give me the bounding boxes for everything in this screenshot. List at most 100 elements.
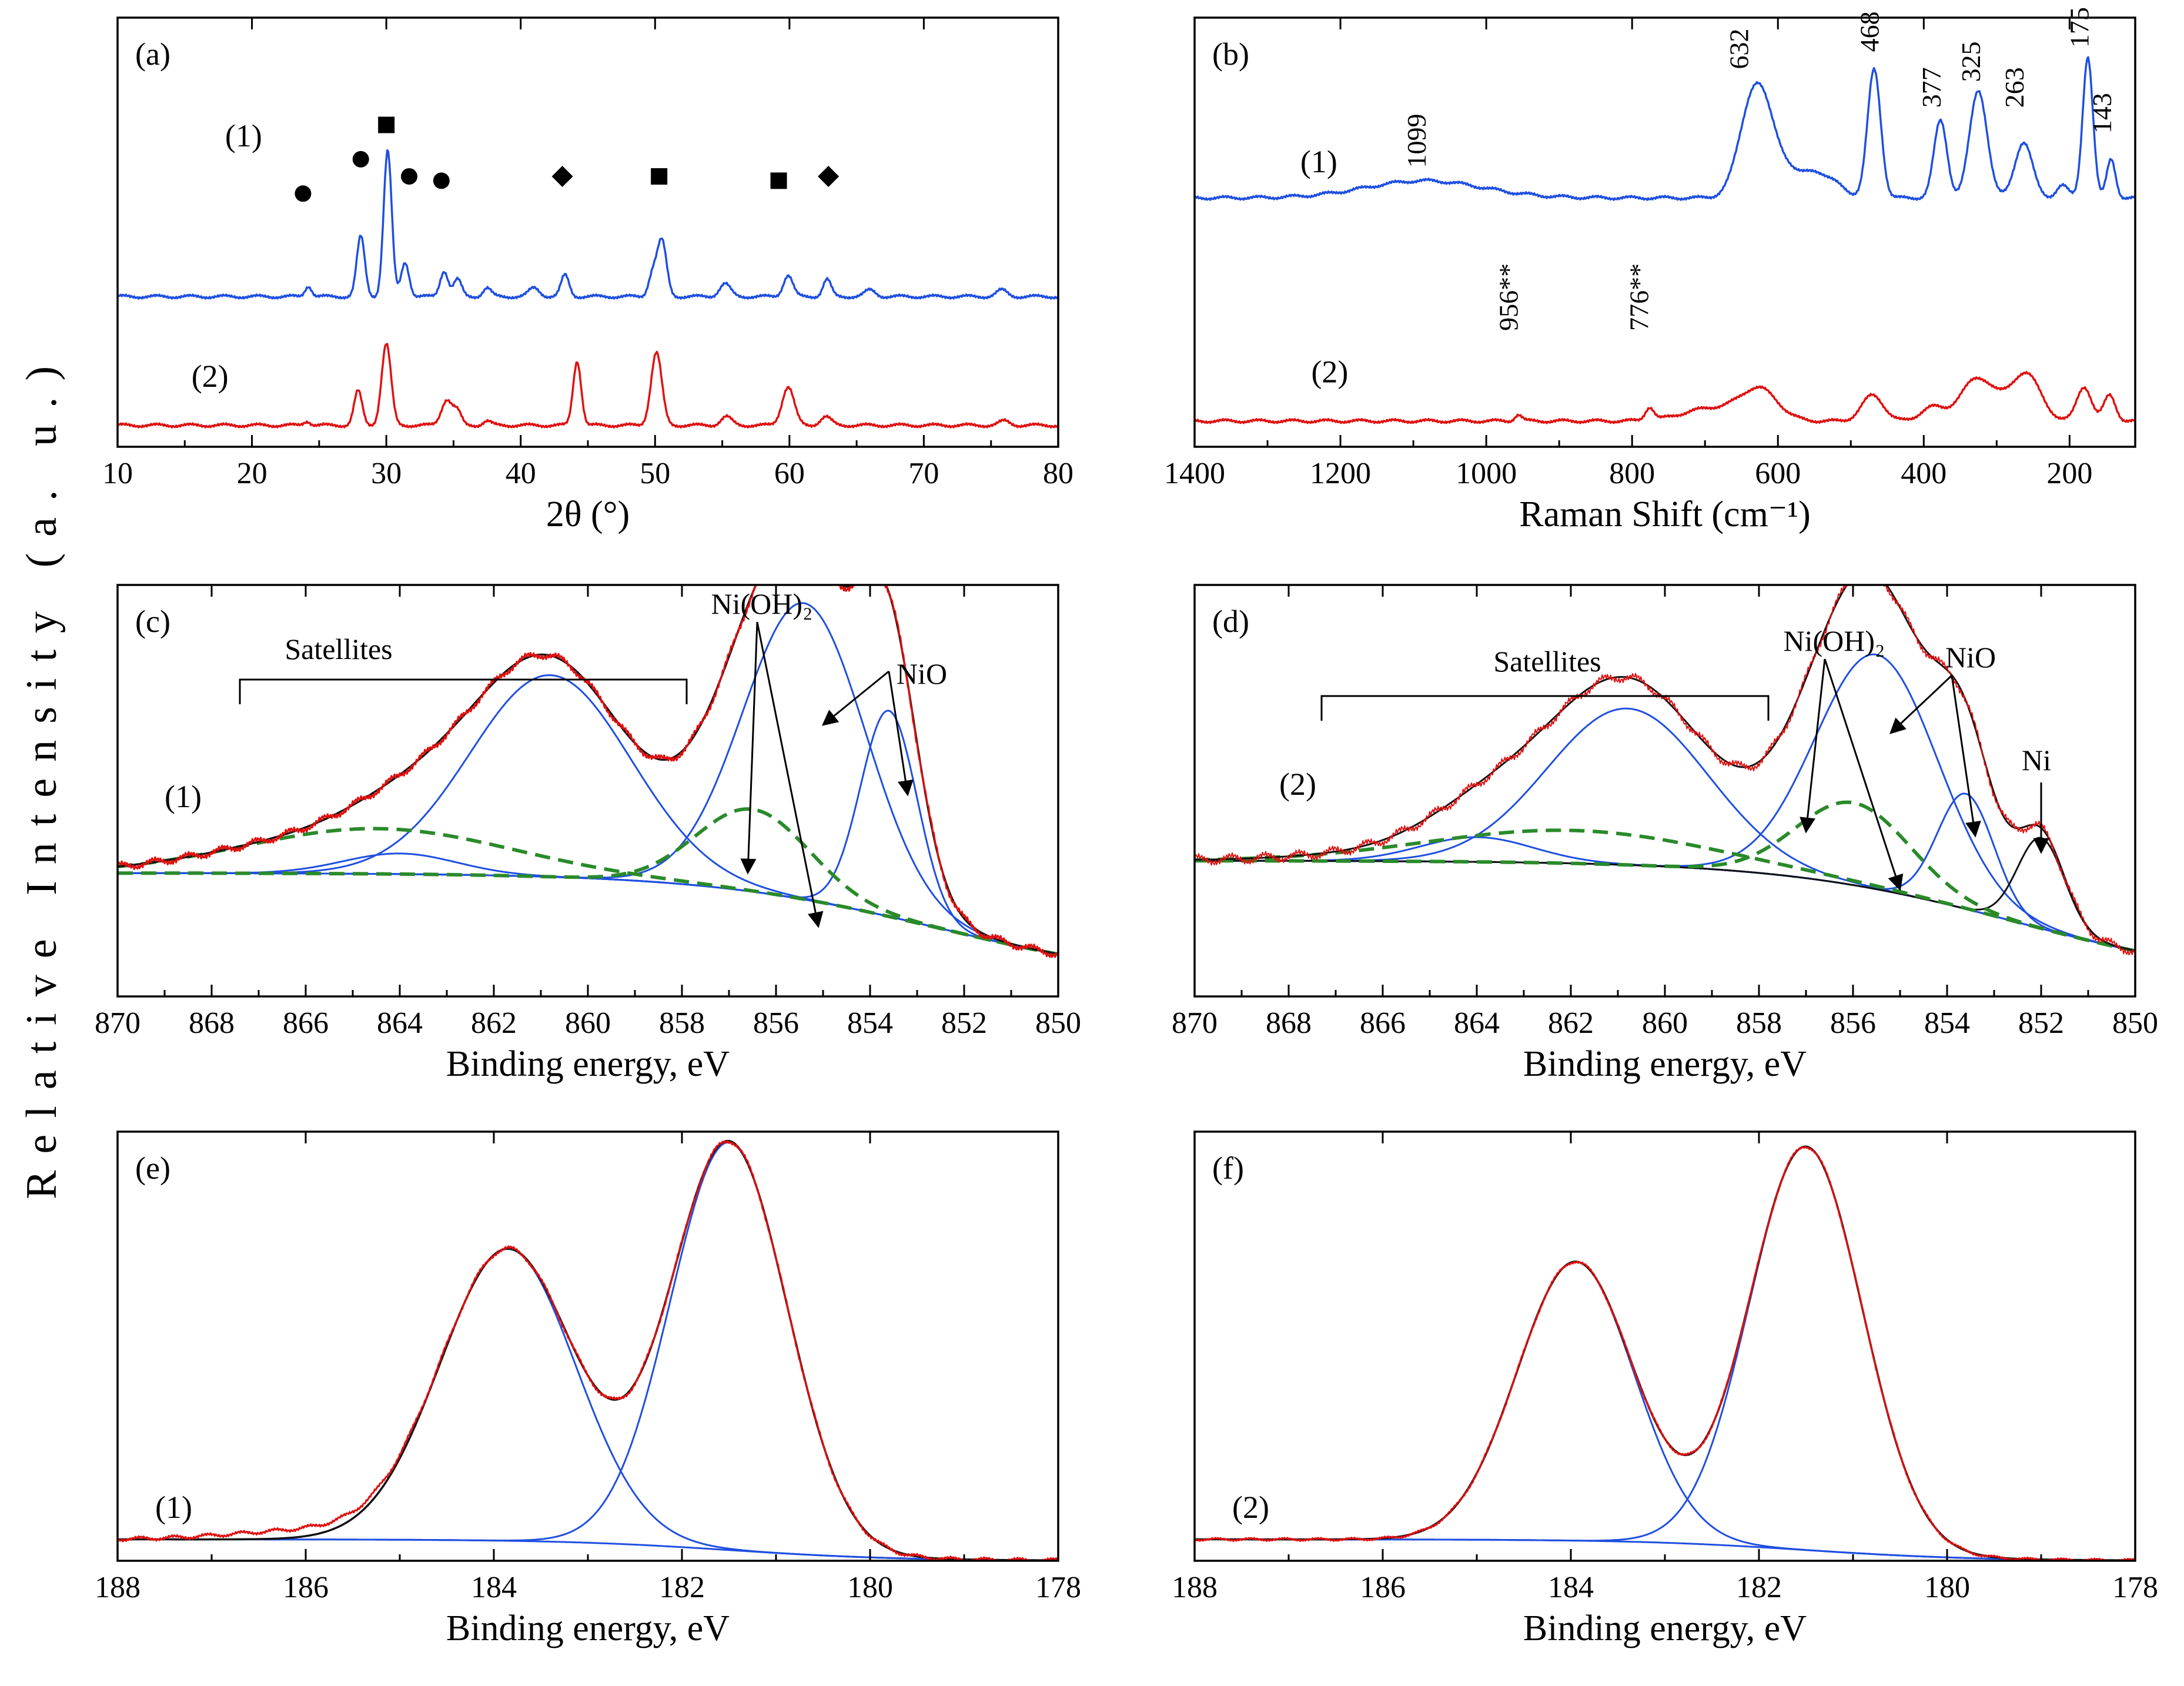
annotation-b-1: 632 (1724, 29, 1754, 69)
x-tick-label-d-2: 866 (1360, 1006, 1406, 1040)
series-label-a-0: (1) (225, 118, 262, 153)
series-line-e-1 (118, 1140, 1058, 1561)
annotation-arrow-c-0 (740, 621, 758, 875)
x-tick-label-e-0: 188 (95, 1571, 141, 1604)
panel-label-b: (b) (1212, 36, 1249, 72)
series-line-f-peak184 (1195, 1260, 2135, 1561)
series-line-c-sat2 (118, 674, 1058, 955)
series-label-e-4: (1) (155, 1490, 192, 1525)
annotation-b-0: 1099 (1402, 114, 1432, 168)
annotation-b-8: 956** (1493, 263, 1523, 331)
annotation-arrow-d-1 (1824, 658, 1904, 891)
series-group-d (1195, 585, 2135, 955)
series-line-c-NiOH2b (118, 827, 1058, 956)
satellites-bracket-c (239, 678, 688, 704)
series-line-d-Nimetal (1195, 837, 2135, 952)
y-axis-label: Relative Intensity (a. u.) (18, 350, 66, 1199)
series-line-e-peak181 (118, 1141, 1058, 1561)
x-tick-label-d-3: 864 (1454, 1006, 1500, 1040)
x-tick-label-d-8: 854 (1924, 1006, 1970, 1040)
series-line-d-NiOH2a (1195, 800, 2135, 953)
series-line-b-2 (1195, 371, 2135, 424)
plot-frame-c (116, 584, 1059, 998)
x-tick-label-c-7: 856 (753, 1006, 799, 1040)
panel-label-d: (d) (1212, 604, 1249, 639)
x-tick-label-a-3: 40 (506, 457, 536, 490)
annotation-c-1: Ni(OH)₂ (711, 587, 813, 620)
phase-marker-square-6 (651, 168, 668, 185)
x-tick-label-e-2: 184 (471, 1571, 517, 1604)
annotation-arrow-d-0 (1800, 658, 1826, 834)
x-tick-label-d-5: 860 (1642, 1006, 1688, 1040)
x-tick-label-a-5: 60 (774, 457, 805, 490)
series-line-a-2 (118, 343, 1058, 429)
x-tick-label-b-6: 200 (2046, 457, 2092, 490)
plot-frame-f (1193, 1130, 2136, 1562)
x-tick-label-a-7: 80 (1043, 457, 1073, 490)
x-tick-label-c-9: 852 (941, 1006, 987, 1040)
x-tick-label-c-0: 870 (95, 1006, 141, 1040)
annotation-d-0: Satellites (1493, 645, 1601, 678)
annotation-b-3: 377 (1917, 67, 1946, 108)
x-tick-label-d-7: 856 (1830, 1006, 1876, 1040)
phase-marker-diamond-5 (551, 166, 573, 188)
phase-marker-circle-4 (433, 172, 450, 189)
annotation-b-2: 468 (1854, 11, 1884, 52)
series-group-b (1195, 56, 2135, 424)
plot-frame-a (116, 16, 1059, 448)
x-tick-label-e-3: 182 (659, 1571, 705, 1604)
series-line-f-peak181 (1195, 1146, 2135, 1561)
panel-a: (1) (2) 10 20 30 40 50 60 70 80 2θ (°) (a) (102, 16, 1073, 534)
panel-b: (1) (2) 1400 1200 1000 800 600 400 200 Raman Shif… (1164, 7, 2136, 534)
series-line-d-NiOlow (1195, 792, 2135, 952)
panel-label-f: (f) (1212, 1150, 1244, 1186)
x-tick-label-f-0: 188 (1172, 1571, 1218, 1604)
series-line-d-NiOH2b (1195, 828, 2135, 953)
annotation-b-7: 143 (2087, 93, 2117, 133)
annotation-d-3: Ni (2022, 744, 2051, 777)
series-line-b-1 (1195, 56, 2135, 201)
series-label-b-1: (2) (1311, 354, 1348, 390)
annotation-d-1: Ni(OH)₂ (1784, 624, 1885, 657)
phase-marker-square-7 (770, 172, 787, 189)
x-tick-label-a-4: 50 (640, 457, 670, 490)
annotation-c-0: Satellites (285, 633, 392, 665)
series-line-c-NiOH2a (118, 807, 1058, 956)
annotation-b-9: 776** (1624, 263, 1654, 331)
x-tick-label-a-2: 30 (371, 457, 402, 490)
x-tick-label-b-4: 600 (1755, 457, 1801, 490)
series-line-d-base (1195, 859, 2135, 952)
x-tick-label-f-5: 178 (2112, 1571, 2158, 1604)
x-tick-label-f-2: 184 (1548, 1571, 1594, 1604)
x-tick-label-d-0: 870 (1172, 1006, 1218, 1040)
phase-marker-diamond-8 (818, 166, 840, 188)
x-axis-label-d: Binding energy, eV (1523, 1044, 1807, 1084)
series-line-c-1 (118, 585, 1058, 958)
x-tick-label-b-1: 1200 (1310, 457, 1371, 490)
x-tick-label-f-4: 180 (1924, 1571, 1970, 1604)
series-line-d-envelope (1195, 585, 2135, 952)
x-tick-label-f-1: 186 (1360, 1571, 1406, 1604)
phase-marker-circle-3 (401, 168, 417, 185)
series-line-c-base (118, 872, 1058, 955)
series-line-d-2 (1195, 585, 2135, 955)
series-line-c-NiOmain (118, 602, 1058, 955)
x-tick-label-d-10: 850 (2112, 1006, 2158, 1040)
panel-e: (1) 188 186 184 182 180 178 Binding energy, eV (… (95, 1130, 1081, 1648)
x-tick-label-c-6: 858 (659, 1006, 705, 1040)
series-label-c-8: (1) (165, 779, 202, 814)
x-tick-label-a-0: 10 (102, 457, 133, 490)
annotation-arrow-d-2 (1889, 674, 1953, 734)
x-axis-label-b: Raman Shift (cm⁻¹) (1519, 494, 1811, 534)
annotation-b-4: 325 (1956, 42, 1986, 82)
x-tick-label-c-4: 862 (471, 1006, 517, 1040)
x-tick-label-e-4: 180 (847, 1571, 893, 1604)
annotation-arrow-c-2 (821, 670, 889, 726)
satellites-bracket-d (1320, 695, 1770, 721)
plot-frame-e (116, 1130, 1059, 1562)
phase-marker-circle-0 (295, 185, 312, 202)
plot-frame-b (1193, 16, 2136, 448)
panel-d: (2) 870 868 866 864 862 860 858 856 854 852 850 Bind… (1172, 584, 2158, 1084)
annotation-arrow-c-1 (756, 621, 824, 928)
x-tick-label-a-1: 20 (237, 457, 267, 490)
